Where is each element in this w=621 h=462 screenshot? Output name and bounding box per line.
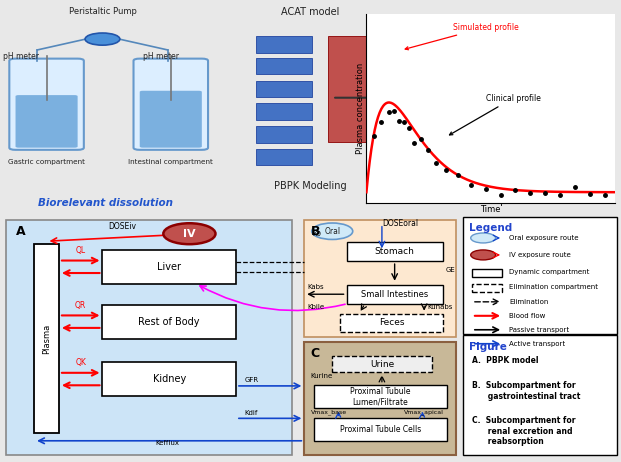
Text: Peristaltic Pump: Peristaltic Pump: [68, 6, 137, 16]
Text: Stomach: Stomach: [374, 247, 415, 256]
FancyBboxPatch shape: [102, 305, 236, 339]
Circle shape: [471, 250, 496, 260]
Text: Kunabs: Kunabs: [427, 304, 453, 310]
FancyBboxPatch shape: [463, 335, 617, 455]
Text: DOSEoral: DOSEoral: [382, 219, 418, 228]
FancyBboxPatch shape: [347, 285, 443, 304]
Text: K0: K0: [312, 231, 321, 237]
Text: Liver: Liver: [157, 262, 181, 272]
FancyBboxPatch shape: [347, 243, 443, 261]
Text: Kbile: Kbile: [307, 304, 325, 310]
Text: Simulated profile: Simulated profile: [405, 23, 519, 50]
FancyBboxPatch shape: [256, 80, 312, 97]
FancyBboxPatch shape: [134, 59, 208, 150]
Text: Vmax_base: Vmax_base: [310, 409, 347, 415]
Circle shape: [163, 223, 215, 244]
Text: Kurine: Kurine: [310, 373, 333, 379]
FancyBboxPatch shape: [328, 36, 371, 141]
Text: Vmax_apical: Vmax_apical: [404, 409, 443, 415]
Text: A: A: [16, 225, 25, 238]
Text: Intestinal compartment: Intestinal compartment: [129, 158, 213, 164]
Text: Dynamic compartment: Dynamic compartment: [509, 269, 589, 275]
Text: IV: IV: [183, 229, 196, 239]
Text: QL: QL: [76, 246, 86, 255]
Text: Elimination compartment: Elimination compartment: [509, 285, 598, 290]
Text: pH meter: pH meter: [3, 52, 39, 61]
FancyBboxPatch shape: [304, 342, 456, 455]
FancyBboxPatch shape: [256, 103, 312, 120]
Text: Passive transport: Passive transport: [509, 327, 569, 333]
Text: Kidney: Kidney: [153, 374, 186, 384]
Text: Biorelevant dissolution: Biorelevant dissolution: [38, 199, 173, 208]
Text: PBPK Modeling: PBPK Modeling: [274, 181, 347, 191]
Text: Plasma: Plasma: [42, 323, 51, 353]
Text: C: C: [310, 347, 320, 360]
Text: Kdif: Kdif: [245, 410, 258, 416]
Text: Oral exposure route: Oral exposure route: [509, 235, 579, 241]
FancyBboxPatch shape: [332, 356, 432, 372]
Text: Rest of Body: Rest of Body: [138, 316, 200, 327]
X-axis label: Time: Time: [480, 205, 501, 213]
Text: $\it{In\ vivo}$ absorption simulation: $\it{In\ vivo}$ absorption simulation: [433, 195, 585, 208]
Text: Proximal Tubule
Lumen/Filtrate: Proximal Tubule Lumen/Filtrate: [350, 387, 410, 406]
Text: GFR: GFR: [245, 377, 258, 383]
Text: pH meter: pH meter: [143, 52, 179, 61]
FancyBboxPatch shape: [304, 220, 456, 337]
Text: Small Intestines: Small Intestines: [361, 290, 428, 299]
Circle shape: [471, 233, 496, 243]
Y-axis label: Plasma concentration: Plasma concentration: [356, 63, 365, 154]
FancyBboxPatch shape: [472, 269, 502, 277]
Text: Active transport: Active transport: [509, 341, 565, 347]
FancyBboxPatch shape: [472, 285, 502, 292]
FancyBboxPatch shape: [102, 250, 236, 284]
Text: Elimination: Elimination: [509, 299, 548, 305]
Text: Kabs: Kabs: [307, 284, 324, 290]
FancyBboxPatch shape: [314, 419, 447, 441]
Text: Legend: Legend: [469, 223, 512, 233]
Text: Figure: Figure: [469, 341, 507, 352]
Text: DOSEiv: DOSEiv: [109, 222, 137, 231]
Text: A.  PBPK model: A. PBPK model: [472, 357, 538, 365]
Text: Clinical profile: Clinical profile: [450, 94, 540, 135]
Circle shape: [312, 223, 353, 239]
Text: Urine: Urine: [369, 359, 394, 369]
Text: Oral: Oral: [324, 227, 340, 236]
Text: Gastric compartment: Gastric compartment: [8, 158, 85, 164]
Text: ACAT model: ACAT model: [281, 6, 340, 17]
FancyBboxPatch shape: [256, 126, 312, 143]
Text: C.  Subcompartment for
      renal excretion and
      reabsorption: C. Subcompartment for renal excretion an…: [472, 416, 576, 446]
FancyBboxPatch shape: [6, 220, 292, 455]
Text: QK: QK: [75, 359, 86, 367]
FancyBboxPatch shape: [16, 95, 78, 148]
FancyBboxPatch shape: [314, 385, 447, 408]
Text: B.  Subcompartment for
      gastrointestinal tract: B. Subcompartment for gastrointestinal t…: [472, 382, 581, 401]
Text: B: B: [310, 225, 320, 238]
FancyBboxPatch shape: [256, 36, 312, 53]
FancyBboxPatch shape: [340, 314, 443, 332]
FancyBboxPatch shape: [256, 149, 312, 165]
Text: IV exposure route: IV exposure route: [509, 252, 571, 258]
FancyBboxPatch shape: [463, 217, 617, 334]
Text: Blood flow: Blood flow: [509, 313, 546, 319]
FancyBboxPatch shape: [256, 58, 312, 74]
Text: QR: QR: [75, 301, 86, 310]
FancyBboxPatch shape: [9, 59, 84, 150]
FancyBboxPatch shape: [34, 244, 59, 433]
FancyBboxPatch shape: [102, 362, 236, 396]
Text: Kefflux: Kefflux: [156, 439, 179, 445]
Text: Feces: Feces: [379, 318, 404, 328]
FancyBboxPatch shape: [140, 91, 202, 148]
Circle shape: [85, 33, 120, 45]
Text: GE: GE: [446, 267, 456, 274]
Text: Proximal Tubule Cells: Proximal Tubule Cells: [340, 425, 421, 434]
